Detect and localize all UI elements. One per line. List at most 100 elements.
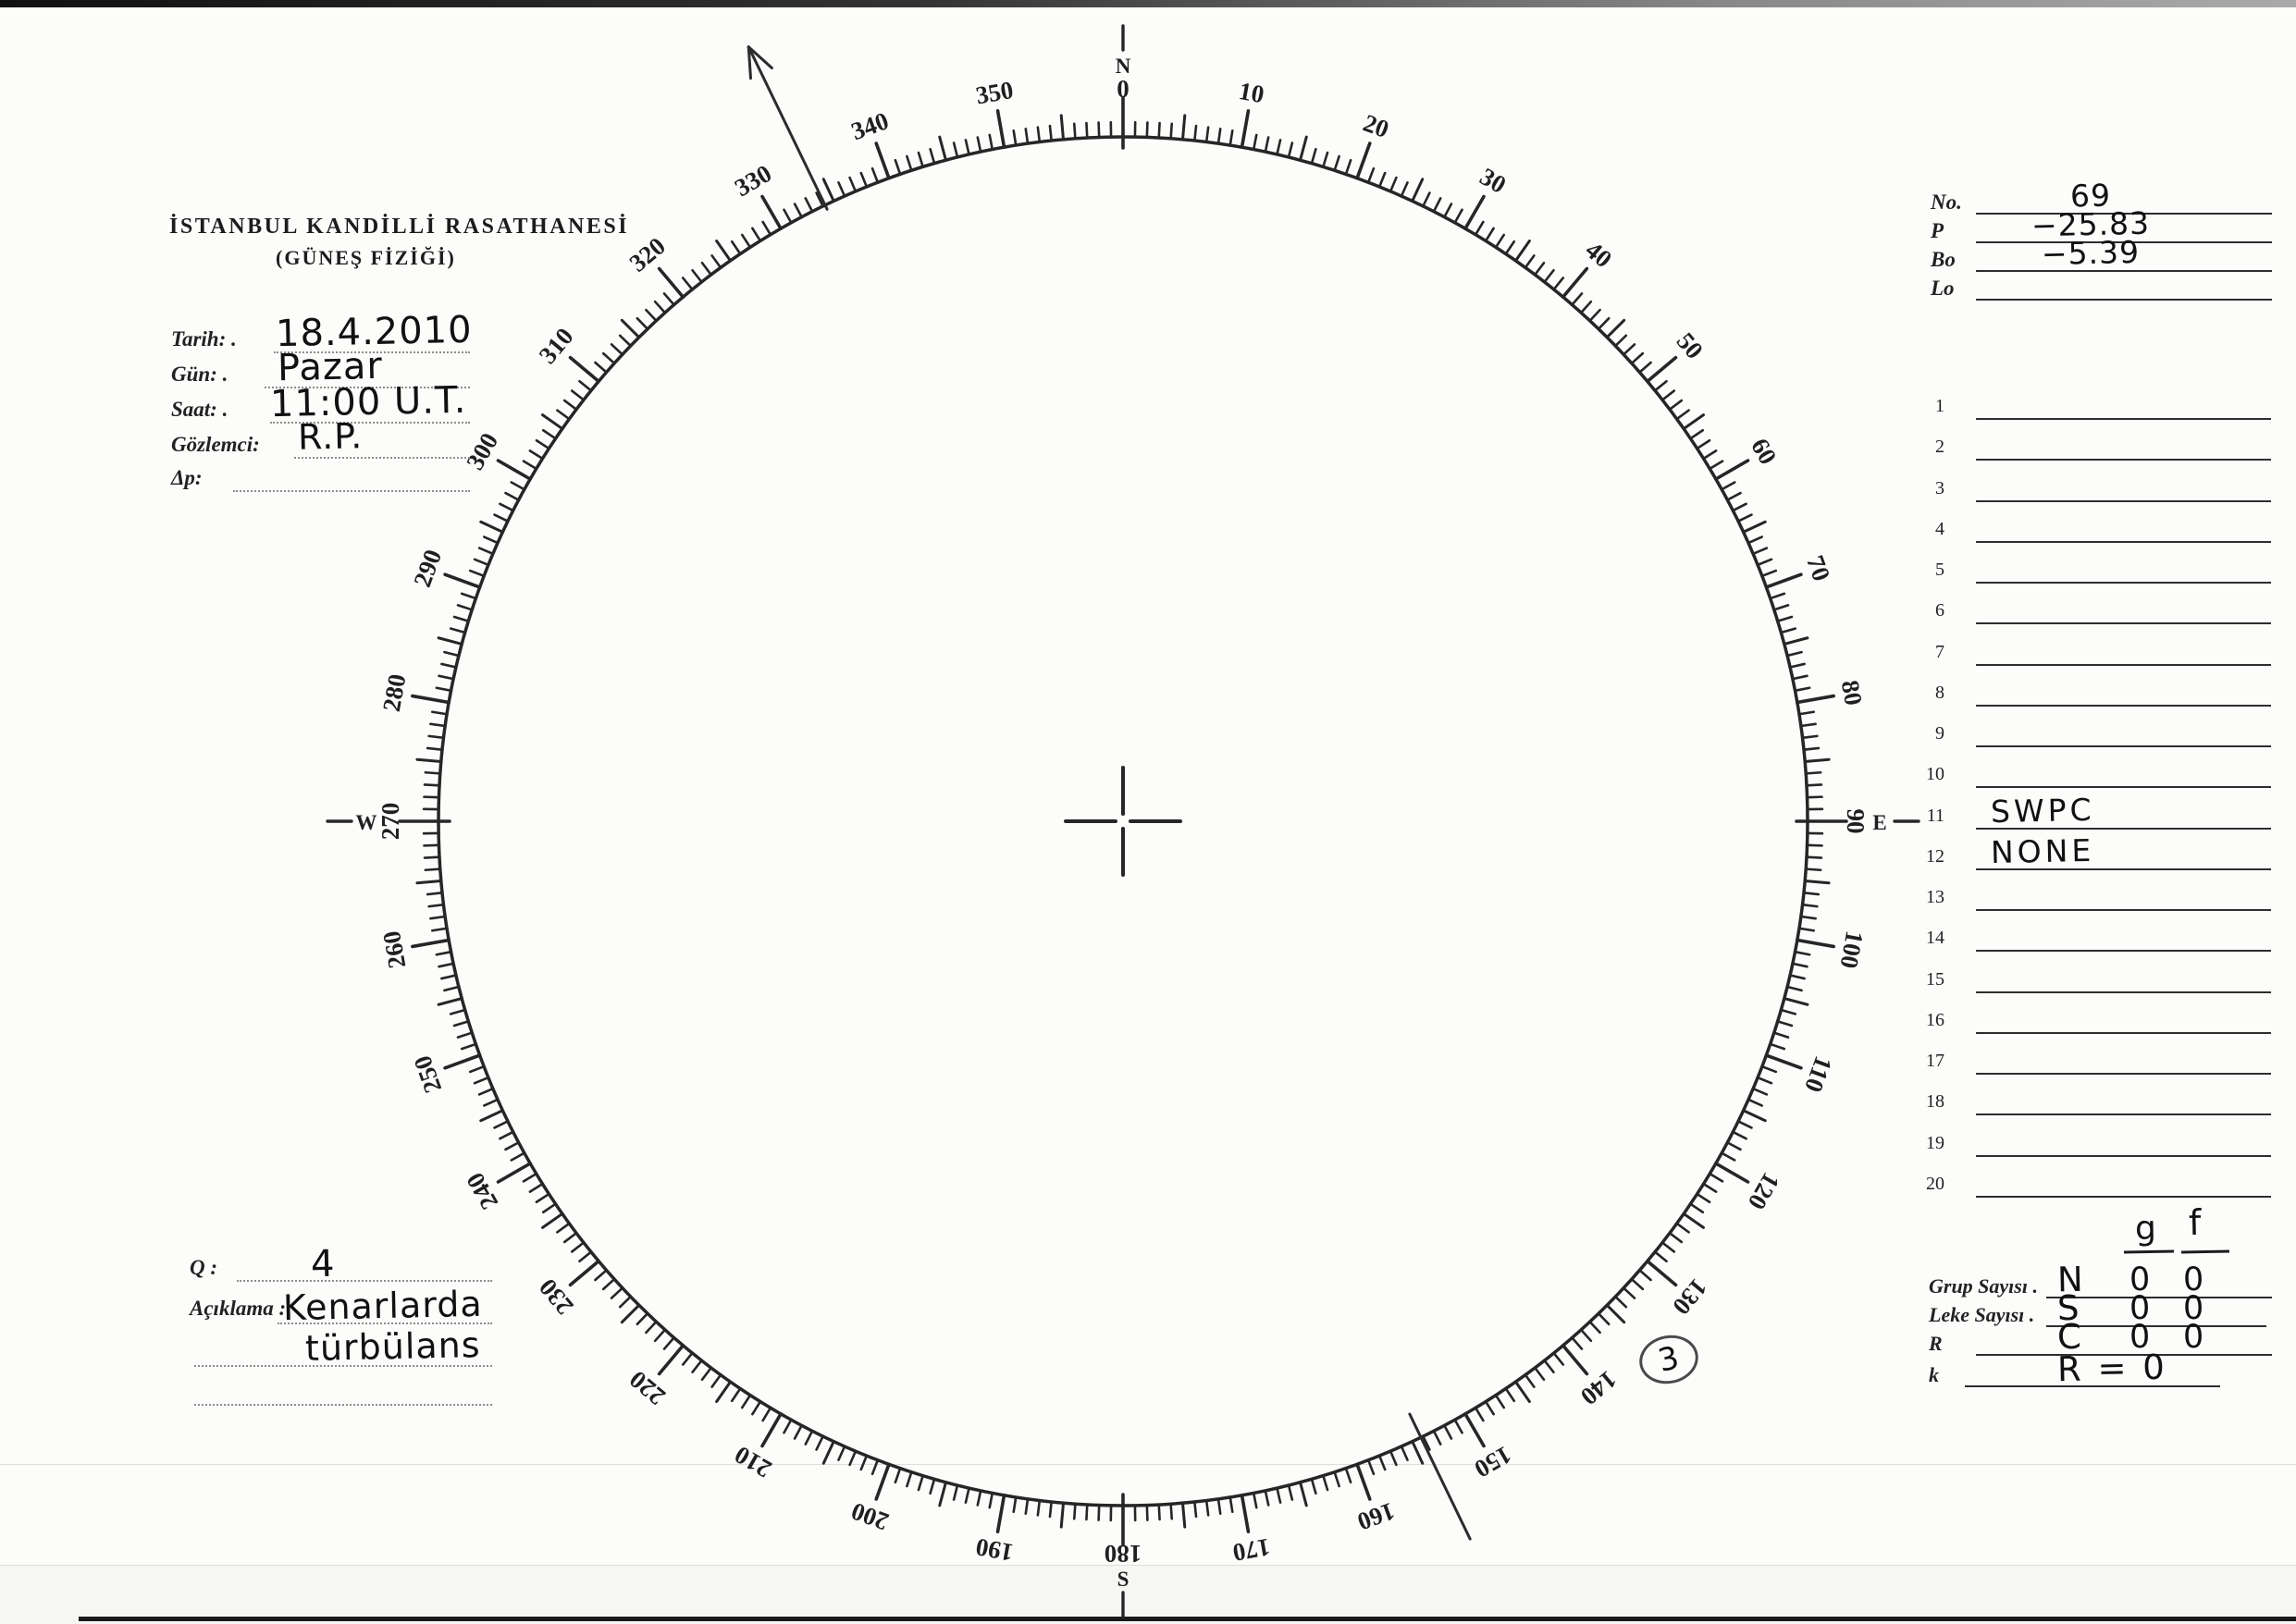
dial-tick [730,240,742,255]
dial-tick [1504,240,1516,255]
dial-tick [1287,141,1294,159]
dial-cardinal-letter: N [1116,55,1131,78]
dial-tick [541,413,564,431]
counts-label: R [1929,1332,1943,1355]
dial-tick [783,208,793,225]
dial-tick [1322,151,1329,168]
dial-tick [556,409,571,421]
dial-tick [570,1241,586,1253]
list-row-number: 9 [1935,723,1944,744]
dial-tick [859,1454,869,1471]
dial-tick [510,481,526,491]
dial-tick [411,938,451,949]
quality-line [237,1280,492,1282]
note-line-2 [194,1365,492,1367]
dial-tick [1760,569,1778,578]
dial-degree-label: 30 [1475,162,1511,198]
dial-tick [691,1359,703,1374]
dial-tick [1543,268,1555,284]
dial-tick [1675,409,1690,421]
counts-line [1965,1385,2220,1387]
dial-tick [1366,166,1376,184]
dial-degree-label: 340 [847,106,892,145]
dial-tick [411,694,451,705]
dial-tick [804,197,814,213]
dial-tick [522,460,537,471]
dial-tick [1805,855,1823,859]
dial-tick [1443,1424,1453,1440]
dial-tick [456,1031,474,1039]
dial-tick [1622,1286,1636,1299]
dial-tick [1484,1400,1495,1416]
dial-tick [1276,1486,1282,1504]
dial-tick [1742,520,1767,534]
solar-north-arrow [747,45,829,211]
dial-tick [995,1493,1006,1533]
dial-tick [1660,1241,1676,1253]
dial-degree-label: 330 [730,159,776,202]
dial-tick [1709,460,1724,471]
dial-tick [1605,318,1626,339]
dial-tick [1264,136,1270,154]
dial-tick [1795,694,1835,705]
dial-tick [1524,254,1536,269]
dial-tick [1726,491,1742,501]
dial-tick [894,1467,902,1484]
note-line-1 [278,1323,492,1324]
dial-tick [1714,1162,1750,1184]
dial-tick [1157,121,1161,140]
dial-tick [1714,459,1750,481]
dial-tick [1579,1328,1593,1343]
dial-tick [760,1412,783,1448]
dial-tick [610,1286,624,1299]
dial-tick [837,1445,846,1461]
dial-tick [423,843,440,847]
dial-tick [1797,710,1815,716]
note-value-line1: Kenarlarda [282,1283,484,1329]
dial-tick [431,710,449,716]
dial-tick [1742,1109,1767,1123]
dial-tick [456,604,474,611]
dial-tick [1785,985,1803,992]
dial-degree-label: 100 [1835,929,1870,970]
dial-tick [952,1483,959,1501]
dial-tick [1799,915,1817,920]
obs-field-label: Saat: . [171,398,228,421]
dial-tick [1726,1141,1742,1151]
dial-tick [483,1098,500,1107]
dial-tick [1169,1502,1174,1520]
dial-tick [473,558,490,567]
dial-tick [1513,1380,1531,1403]
list-row-line [1976,499,2271,502]
dial-tick [710,1373,722,1388]
dial-tick [964,139,970,156]
dial-tick [1453,208,1463,225]
dial-cardinal-letter: W [356,811,377,834]
dial-tick [1772,604,1790,611]
counts-label: Leke Sayısı . [1929,1303,2035,1326]
dial-tick [906,1470,913,1488]
dial-tick [821,1440,835,1465]
dial-tick [1252,1492,1258,1509]
solar-south-line [1408,1412,1472,1541]
obs-field-line [270,422,470,424]
list-row-number: 13 [1926,887,1944,908]
dial-tick [541,1212,564,1229]
dial-tick [443,985,461,992]
dial-tick [1614,334,1628,348]
counts-line [2046,1325,2266,1327]
dial-tick [1012,129,1018,147]
dial-tick [1494,233,1506,249]
dial-tick [1709,1172,1724,1183]
dial-tick [618,1295,632,1309]
dial-tick [620,318,641,339]
list-row-line [1976,540,2271,543]
dial-tick [821,178,835,203]
dial-tick [1059,114,1066,141]
dial-tick [691,268,703,284]
dial-tick [1751,1087,1769,1096]
dial-tick [415,879,443,885]
dial-degree-label: 110 [1799,1052,1838,1096]
dial-tick [1588,1320,1601,1335]
list-row-line [1976,745,2271,748]
